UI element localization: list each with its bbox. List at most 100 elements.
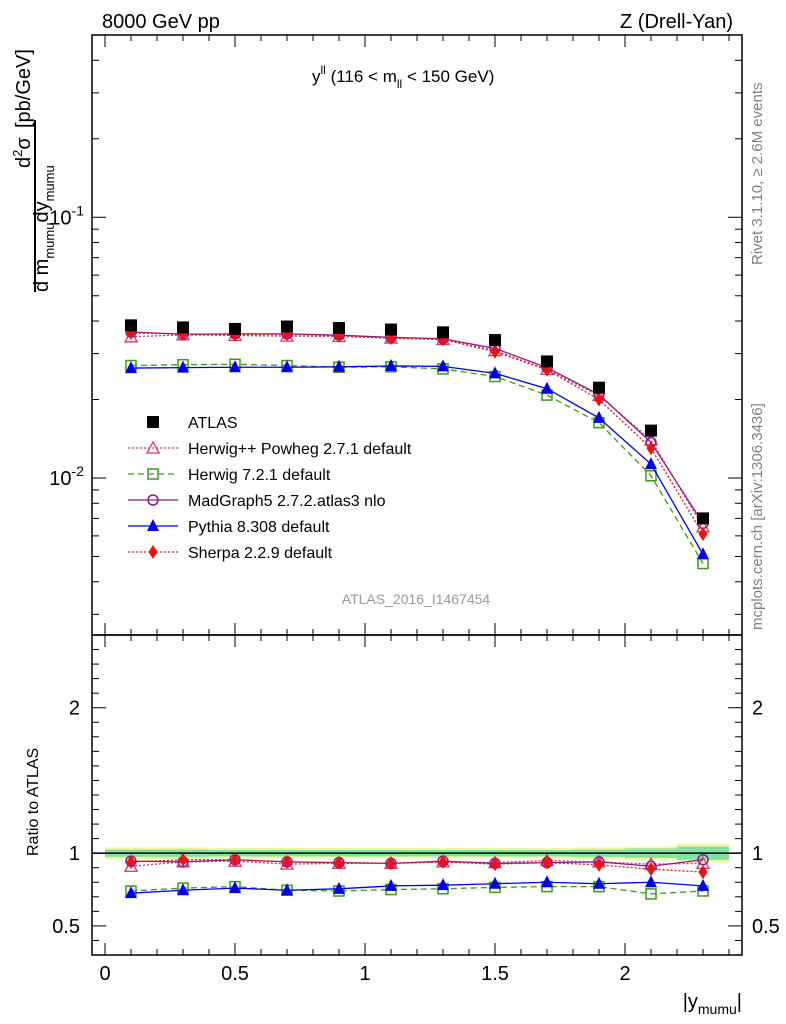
ratio-point-sherpa-2-2-9-default <box>542 855 552 870</box>
data-point-pythia-8-308-default <box>645 457 657 470</box>
ratio-point-sherpa-2-2-9-default <box>334 855 344 870</box>
x-tick-label: 0 <box>99 963 110 985</box>
main-y-axis-unit: [pb/GeV] <box>13 49 35 128</box>
data-point-pythia-8-308-default <box>697 547 709 560</box>
legend: ATLAS Herwig++ Powheg 2.7.1 default Herwig… <box>128 415 412 562</box>
y-tick-label: 10-2 <box>49 463 84 490</box>
data-point-pythia-8-308-default <box>541 381 553 394</box>
ratio-y-axis-label: Ratio to ATLAS <box>25 748 42 856</box>
data-point-atlas <box>125 319 137 332</box>
data-point-pythia-8-308-default <box>489 366 501 379</box>
ratio-point-sherpa-2-2-9-default <box>178 852 188 867</box>
ratio-y-tick-label-right: 2 <box>752 698 763 720</box>
data-point-sherpa-2-2-9-default <box>490 344 500 359</box>
x-tick-label: 1.5 <box>481 963 509 985</box>
x-tick-label: 2 <box>619 963 630 985</box>
ratio-point-pythia-8-308-default <box>229 881 241 894</box>
ratio-point-pythia-8-308-default <box>697 878 709 891</box>
ratio-y-tick-label: 1 <box>69 843 80 865</box>
mcplots-note: mcplots.cern.ch [arXiv:1306.3436] <box>749 403 766 630</box>
data-point-atlas <box>177 321 189 334</box>
legend-label-herwig-powheg-2-7-1-default: Herwig++ Powheg 2.7.1 default <box>188 441 412 458</box>
data-point-herwig-7-2-1-default <box>645 470 657 482</box>
ratio-line-pythia-8-308-default <box>130 881 704 894</box>
series-line-madgraph5-2-7-2-atlas3-nlo <box>130 331 704 524</box>
ratio-y-tick-label: 2 <box>69 698 80 720</box>
data-point-atlas <box>645 424 657 437</box>
main-y-axis-label-denominator: d mmumudymumu <box>31 165 57 292</box>
legend-marker-madgraph5-2-7-2-atlas3-nlo <box>147 494 159 506</box>
ratio-point-sherpa-2-2-9-default <box>646 862 656 877</box>
ratio-point-pythia-8-308-default <box>125 886 137 899</box>
legend-label-pythia-8-308-default: Pythia 8.308 default <box>188 519 330 536</box>
main-plot: 10-2 10-1 <box>49 34 743 647</box>
data-point-pythia-8-308-default <box>437 359 449 372</box>
svg-text:[pb/GeV]: [pb/GeV] <box>13 49 35 128</box>
ratio-line-madgraph5-2-7-2-atlas3-nlo <box>130 859 704 867</box>
data-point-pythia-8-308-default <box>229 360 241 373</box>
data-point-pythia-8-308-default <box>333 359 345 372</box>
ratio-point-sherpa-2-2-9-default <box>698 865 708 880</box>
x-tick-label: 1 <box>359 963 370 985</box>
series-line-pythia-8-308-default <box>130 365 704 555</box>
ratio-point-pythia-8-308-default <box>645 875 657 888</box>
ratio-point-sherpa-2-2-9-default <box>490 857 500 872</box>
data-point-atlas <box>489 334 501 347</box>
svg-text:d2σ: d2σ <box>10 137 35 168</box>
series-line-sherpa-2-2-9-default <box>130 332 704 535</box>
data-point-atlas <box>593 381 605 394</box>
data-point-sherpa-2-2-9-default <box>646 441 656 456</box>
header-left: 8000 GeV pp <box>102 11 220 33</box>
ratio-point-pythia-8-308-default <box>437 878 449 891</box>
ratio-line-herwig-7-2-1-default <box>130 885 704 895</box>
x-tick-label: 0.5 <box>221 963 249 985</box>
y-tick-label: 10-1 <box>49 202 84 229</box>
ratio-line-sherpa-2-2-9-default <box>130 859 704 873</box>
svg-text:Rivet 3.1.10, ≥ 2.6M events: Rivet 3.1.10, ≥ 2.6M events <box>749 83 766 266</box>
ratio-point-pythia-8-308-default <box>333 881 345 894</box>
legend-label-atlas: ATLAS <box>188 415 238 432</box>
legend-marker-herwig-7-2-1-default <box>147 468 159 480</box>
ratio-y-tick-label-right: 1 <box>752 843 763 865</box>
ratio-y-tick-label-right: 0.5 <box>752 916 780 938</box>
ratio-point-pythia-8-308-default <box>177 883 189 896</box>
ratio-y-tick-label: 0.5 <box>52 916 80 938</box>
ratio-point-pythia-8-308-default <box>593 876 605 889</box>
data-point-atlas <box>541 355 553 368</box>
legend-label-madgraph5-2-7-2-atlas3-nlo: MadGraph5 2.7.2.atlas3 nlo <box>188 493 386 510</box>
svg-text:d mmumudymumu: d mmumudymumu <box>31 165 57 292</box>
legend-marker-pythia-8-308-default <box>147 519 159 531</box>
data-point-pythia-8-308-default <box>593 410 605 423</box>
ratio-point-sherpa-2-2-9-default <box>126 854 136 869</box>
svg-text:mcplots.cern.ch [arXiv:1306.34: mcplots.cern.ch [arXiv:1306.3436] <box>749 403 766 630</box>
analysis-id: ATLAS_2016_I1467454 <box>342 591 491 607</box>
ratio-point-sherpa-2-2-9-default <box>282 854 292 869</box>
header-right: Z (Drell-Yan) <box>620 11 733 33</box>
legend-marker-herwig-powheg-2-7-1-default <box>145 440 161 454</box>
main-y-axis-label: d2σ <box>10 137 35 168</box>
ratio-point-sherpa-2-2-9-default <box>386 856 396 871</box>
series-line-herwig-7-2-1-default <box>130 363 704 564</box>
data-point-pythia-8-308-default <box>125 361 137 374</box>
legend-marker-atlas <box>147 416 159 428</box>
ratio-point-sherpa-2-2-9-default <box>594 857 604 872</box>
x-axis-label: |ymumu| <box>683 991 742 1017</box>
plot-title: yll (116 < mll < 150 GeV) <box>312 63 494 91</box>
data-point-pythia-8-308-default <box>385 358 397 371</box>
ratio-point-pythia-8-308-default <box>281 883 293 896</box>
ratio-point-pythia-8-308-default <box>489 876 501 889</box>
legend-label-herwig-7-2-1-default: Herwig 7.2.1 default <box>188 467 331 484</box>
ratio-point-pythia-8-308-default <box>541 875 553 888</box>
ratio-frame <box>91 634 743 956</box>
legend-marker-sherpa-2-2-9-default <box>148 545 158 559</box>
data-point-atlas <box>385 323 397 336</box>
ratio-point-sherpa-2-2-9-default <box>438 854 448 869</box>
ratio-point-herwig-7-2-1-default <box>645 888 657 900</box>
data-point-atlas <box>281 320 293 333</box>
data-point-pythia-8-308-default <box>177 360 189 373</box>
data-point-sherpa-2-2-9-default <box>698 526 708 541</box>
ratio-point-pythia-8-308-default <box>385 878 397 891</box>
rivet-note: Rivet 3.1.10, ≥ 2.6M events <box>749 83 766 266</box>
data-point-atlas <box>697 512 709 525</box>
